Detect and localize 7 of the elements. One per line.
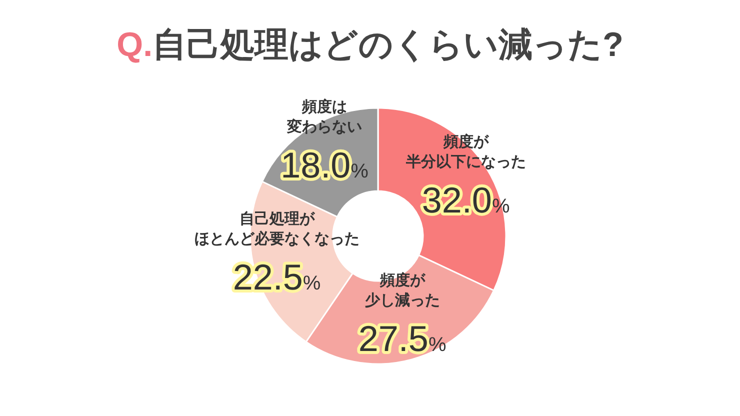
data-label: 22.5% bbox=[232, 256, 321, 298]
data-label: 18.0% bbox=[280, 144, 369, 186]
slice-label: 自己処理がほとんど必要なくなった bbox=[194, 210, 360, 248]
chart-title: Q.自己処理はどのくらい減った? bbox=[116, 26, 624, 64]
slice-label: 頻度が少し減った bbox=[364, 270, 440, 309]
slice-label: 頻度は変わらない bbox=[286, 98, 362, 136]
data-label: 27.5% bbox=[358, 318, 446, 359]
